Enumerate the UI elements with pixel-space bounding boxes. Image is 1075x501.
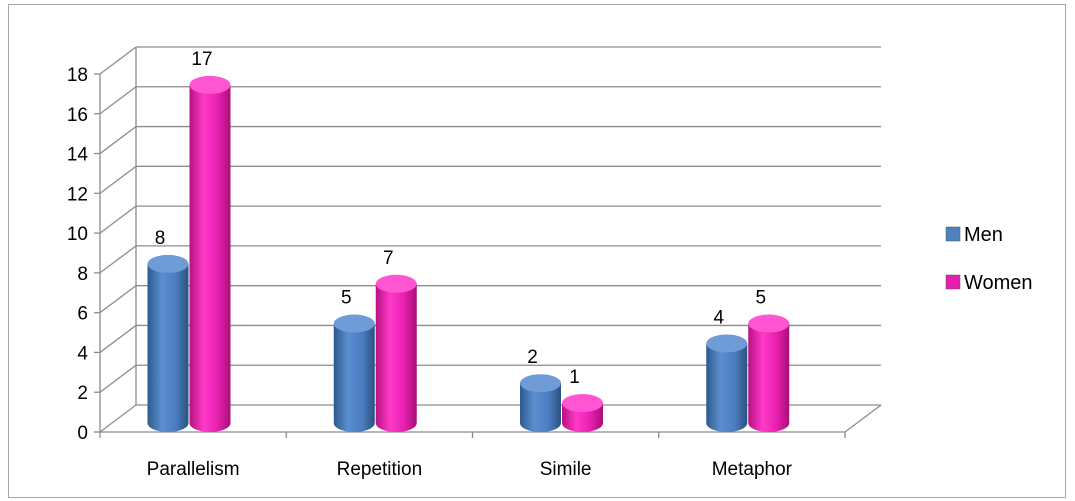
bar-body: [706, 343, 747, 432]
x-tick-label: Parallelism: [147, 459, 240, 480]
bar-women: [190, 76, 231, 432]
legend-label-women: Women: [964, 272, 1033, 294]
bar-body: [748, 324, 789, 432]
x-tick-label: Metaphor: [712, 459, 793, 480]
bar-top: [190, 76, 231, 94]
data-label: 7: [383, 248, 394, 269]
x-tick-label: Simile: [540, 459, 592, 480]
bar-top: [334, 315, 375, 333]
bar-men: [520, 374, 561, 432]
bar-men: [334, 315, 375, 432]
data-label: 5: [755, 288, 766, 309]
gridline-diagonal: [100, 47, 136, 74]
gridline-diagonal: [100, 365, 136, 392]
data-label: 4: [713, 307, 724, 328]
y-tick-label: 10: [67, 224, 88, 245]
bar-top: [748, 315, 789, 333]
y-tick-label: 8: [77, 264, 88, 285]
bar-body: [148, 264, 189, 432]
gridline-diagonal: [100, 166, 136, 193]
bar-men: [706, 334, 747, 432]
x-tick-label: Repetition: [337, 459, 423, 480]
y-tick-label: 16: [67, 105, 88, 126]
gridline-diagonal: [100, 246, 136, 273]
bar-top: [520, 374, 561, 392]
legend-label-men: Men: [964, 224, 1003, 246]
data-labels: 8 17 5 7 2 1 4 5: [155, 49, 766, 388]
legend-swatch-men: [946, 227, 960, 241]
bar-women: [748, 315, 789, 432]
gridline-diagonal: [100, 87, 136, 114]
data-label: 2: [527, 347, 538, 368]
bar-women: [562, 394, 603, 432]
gridline-diagonal: [100, 206, 136, 233]
bar-men: [148, 255, 189, 432]
bar-top: [148, 255, 189, 273]
bar-body: [376, 284, 417, 432]
y-tick-label: 18: [67, 65, 88, 86]
gridline-diagonal: [100, 325, 136, 352]
gridline-diagonal: [100, 286, 136, 313]
legend-swatch-women: [946, 275, 960, 289]
floor-edge: [845, 405, 881, 432]
y-tick-label: 2: [77, 383, 88, 404]
bar-top: [376, 275, 417, 293]
data-label: 17: [191, 49, 212, 70]
data-label: 5: [341, 288, 352, 309]
y-tick-label: 14: [67, 145, 89, 166]
bar-body: [334, 324, 375, 432]
gridline-diagonal: [100, 405, 136, 432]
bar-top: [706, 334, 747, 352]
gridline-diagonal: [100, 127, 136, 154]
y-tick-label: 0: [77, 423, 88, 444]
data-label: 8: [155, 228, 166, 249]
y-tick-label: 6: [77, 304, 88, 325]
y-tick-label: 12: [67, 184, 88, 205]
bar-top: [562, 394, 603, 412]
bars: [148, 76, 790, 432]
y-tick-label: 4: [77, 343, 88, 364]
bar-body: [190, 85, 231, 432]
legend: Men Women: [946, 224, 1033, 294]
bar-women: [376, 275, 417, 432]
data-label: 1: [569, 367, 580, 388]
